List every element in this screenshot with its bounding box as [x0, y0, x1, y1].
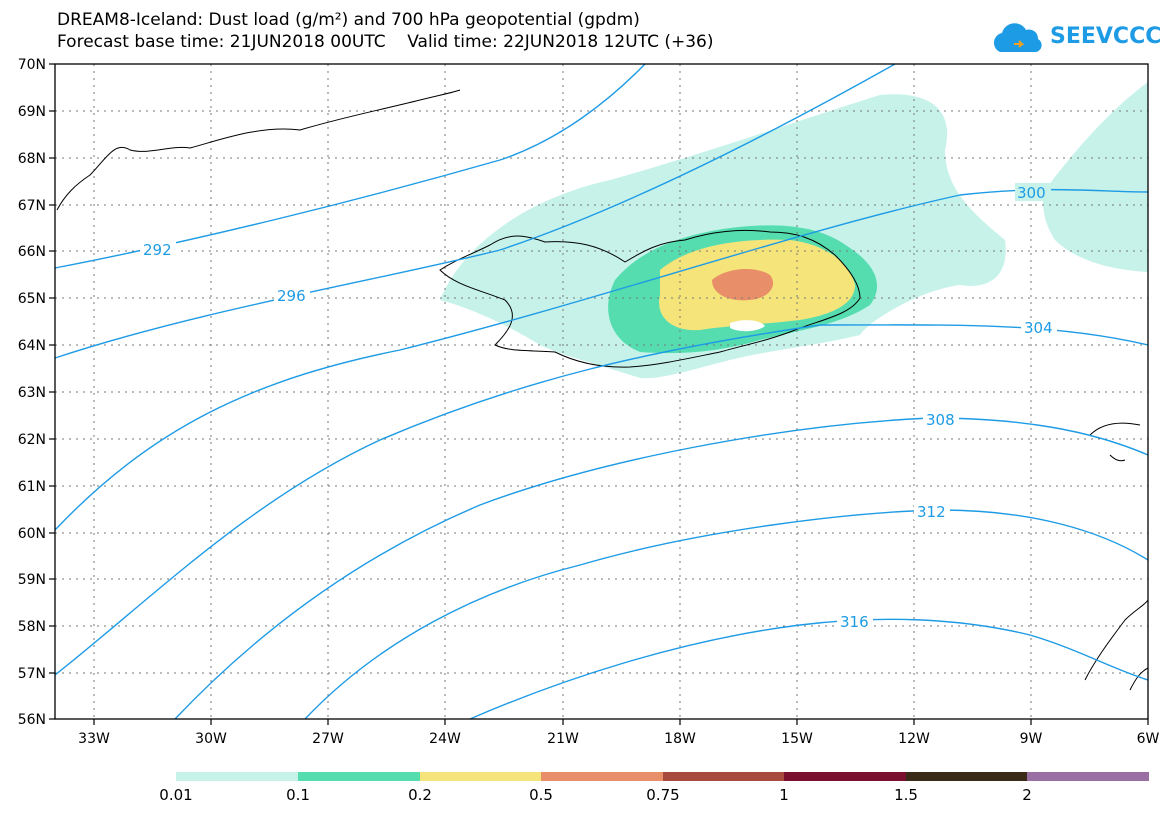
lon-label: 9W — [1020, 731, 1043, 747]
dust-band-0.01-east — [1043, 82, 1148, 272]
cloud-logo-icon — [993, 23, 1042, 52]
lon-label: 33W — [78, 731, 110, 747]
legend-label: 2 — [1022, 786, 1032, 804]
legend-label: 1 — [779, 786, 789, 804]
contour-label-292: 292 — [143, 241, 172, 259]
contour-label-316: 316 — [840, 613, 869, 631]
lat-label: 64N — [18, 338, 46, 354]
lat-label: 69N — [18, 104, 46, 120]
lat-label: 57N — [18, 666, 46, 682]
logo-text: SEEVCCC — [1050, 24, 1162, 49]
contour-label-312: 312 — [917, 503, 946, 521]
legend-swatch — [1027, 772, 1149, 781]
lon-label: 18W — [664, 731, 696, 747]
forecast-time-info: Forecast base time: 21JUN2018 00UTC Vali… — [57, 32, 714, 52]
lat-label: 61N — [18, 479, 46, 495]
lat-label: 59N — [18, 572, 46, 588]
lat-label: 58N — [18, 619, 46, 635]
greenland-coast — [56, 89, 461, 211]
lon-label: 27W — [312, 731, 344, 747]
map-title: DREAM8-Iceland: Dust load (g/m²) and 700… — [57, 10, 640, 30]
clear-patch — [730, 320, 765, 332]
lon-label: 12W — [898, 731, 930, 747]
lat-label: 60N — [18, 526, 46, 542]
contour-label-304: 304 — [1024, 319, 1053, 337]
contour-296 — [54, 63, 896, 359]
legend-label: 0.1 — [286, 786, 310, 804]
lat-label: 70N — [18, 57, 46, 73]
legend-label: 1.5 — [894, 786, 918, 804]
legend-label: 0.01 — [159, 786, 193, 804]
lat-label: 56N — [18, 712, 46, 728]
legend-swatch — [663, 772, 784, 781]
legend-swatch — [541, 772, 663, 781]
lon-label: 21W — [547, 731, 579, 747]
faroe-coast — [1089, 422, 1141, 462]
dust-field — [440, 82, 1148, 379]
lon-label: 15W — [781, 731, 813, 747]
lon-label: 6W — [1137, 731, 1160, 747]
legend-swatch — [906, 772, 1027, 781]
lat-label: 65N — [18, 291, 46, 307]
contour-308 — [174, 417, 1149, 720]
lat-label: 68N — [18, 151, 46, 167]
legend-label: 0.5 — [529, 786, 553, 804]
lat-label: 62N — [18, 432, 46, 448]
legend-swatch — [176, 772, 298, 781]
legend-swatch — [420, 772, 541, 781]
lon-label: 30W — [195, 731, 227, 747]
legend-swatch — [298, 772, 420, 781]
dust-band-0.5 — [712, 268, 774, 301]
legend-swatch — [784, 772, 906, 781]
legend-label: 0.75 — [646, 786, 680, 804]
lon-label: 24W — [429, 731, 461, 747]
legend-label: 0.2 — [408, 786, 432, 804]
contour-304 — [54, 324, 1149, 676]
contour-label-308: 308 — [926, 411, 955, 429]
lat-label: 66N — [18, 244, 46, 260]
lat-label: 63N — [18, 385, 46, 401]
contour-label-300: 300 — [1017, 184, 1046, 202]
grid — [55, 64, 1148, 719]
lat-label: 67N — [18, 198, 46, 214]
legend-colorbar — [176, 772, 1149, 781]
contour-label-296: 296 — [277, 287, 306, 305]
contour-312 — [304, 509, 1149, 720]
